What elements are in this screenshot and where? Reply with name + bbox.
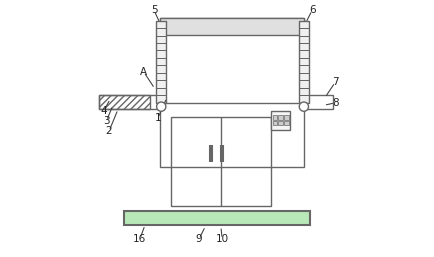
Bar [273,115,277,120]
Bar [299,95,309,103]
Bar [156,21,166,28]
Bar [273,121,277,125]
Bar [156,66,166,73]
Bar [278,121,283,125]
Text: 5: 5 [151,5,158,15]
Bar [156,95,166,103]
Text: 8: 8 [332,98,339,108]
Bar [156,73,166,80]
Text: 10: 10 [216,234,229,244]
Bar [299,50,309,58]
Bar [161,18,304,167]
Bar [299,66,309,73]
Text: 3: 3 [103,116,110,126]
Bar [156,43,166,50]
Bar [299,58,309,66]
Bar [156,21,166,103]
Bar [299,88,309,95]
Bar [299,21,309,28]
Bar [284,121,289,125]
Text: 9: 9 [196,234,202,244]
Circle shape [157,102,166,111]
Bar [156,35,166,43]
Bar [161,18,304,35]
Bar [303,95,332,109]
Bar [299,73,309,80]
Circle shape [299,102,309,111]
Bar [299,21,309,103]
Bar [125,211,309,225]
Text: 16: 16 [133,234,147,244]
Text: 2: 2 [106,126,112,136]
Bar [171,117,271,206]
Text: 7: 7 [332,77,339,87]
Bar [271,111,290,130]
Bar [299,35,309,43]
Bar [99,95,150,109]
Text: 6: 6 [309,5,316,15]
Bar [156,58,166,66]
Bar [99,95,162,109]
Bar [156,88,166,95]
Text: 4: 4 [101,106,107,115]
Text: A: A [140,67,147,77]
Bar [156,80,166,88]
Bar [299,80,309,88]
Bar [299,43,309,50]
Bar [284,115,289,120]
Text: 1: 1 [155,113,161,123]
Bar [299,28,309,35]
Bar [156,28,166,35]
Bar [156,50,166,58]
Bar [278,115,283,120]
